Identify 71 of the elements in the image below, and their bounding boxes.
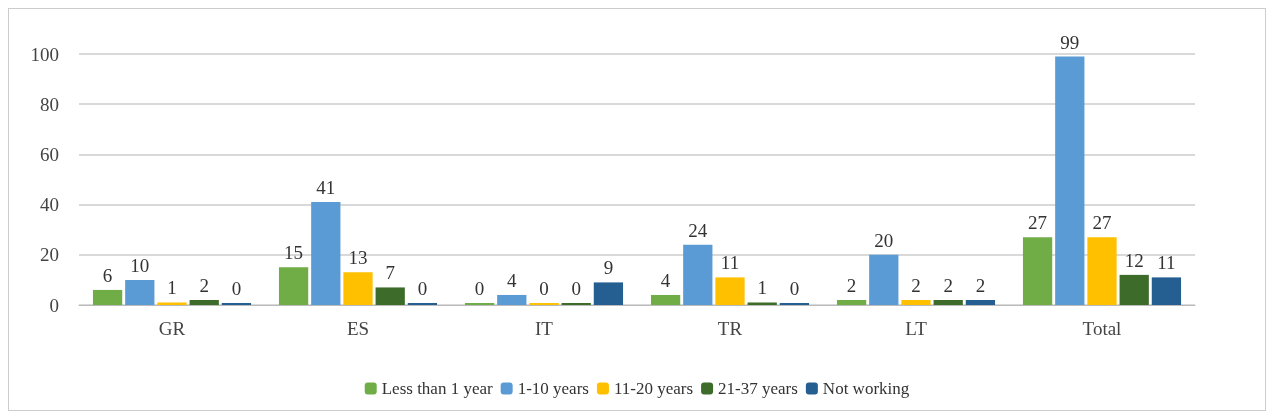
data-label: 0: [539, 278, 549, 299]
data-label: 1: [757, 277, 767, 299]
data-label: 2: [846, 274, 857, 296]
y-tick-label: 0: [49, 294, 59, 316]
bar: [311, 202, 341, 305]
x-tick-label: Total: [1082, 318, 1122, 339]
legend-label: Less than 1 year: [381, 379, 493, 398]
data-label: 11: [1157, 252, 1176, 274]
data-label: 0: [789, 278, 800, 299]
data-label: 2: [943, 274, 953, 296]
y-tick-label: 80: [40, 93, 59, 115]
bar: [1055, 56, 1085, 305]
bar: [869, 254, 899, 305]
y-tick-label: 20: [40, 244, 59, 266]
bar: [375, 287, 405, 305]
data-label: 20: [874, 229, 894, 251]
data-label: 9: [603, 257, 614, 279]
bar: [497, 294, 527, 305]
bar: [933, 299, 963, 305]
data-label: 0: [417, 278, 428, 299]
data-label: 2: [199, 274, 209, 296]
x-tick-label: ES: [346, 318, 370, 339]
y-tick-label: 40: [40, 194, 59, 216]
bar: [836, 299, 867, 305]
bar: [1119, 274, 1149, 305]
bar: [747, 302, 777, 305]
bar: [650, 294, 681, 305]
data-label: 41: [316, 177, 336, 199]
x-tick-label: IT: [535, 318, 554, 339]
data-label: 6: [102, 264, 113, 286]
data-label: 27: [1092, 212, 1112, 234]
bar: [278, 267, 309, 305]
bar: [1087, 237, 1117, 305]
bar: [1151, 277, 1182, 305]
data-label: 0: [231, 278, 242, 299]
bar: [157, 302, 187, 305]
x-tick-label: GR: [158, 318, 186, 339]
data-label: 4: [660, 269, 671, 291]
bar: [901, 299, 931, 305]
x-tick-label: TR: [717, 318, 743, 339]
data-label: 0: [474, 278, 485, 299]
data-label: 0: [571, 278, 581, 299]
bar: [343, 272, 373, 305]
bar: [189, 299, 219, 305]
bar: [593, 282, 624, 305]
legend-label: 21-37 years: [718, 379, 798, 398]
data-label: 15: [284, 242, 304, 264]
data-label: 13: [348, 247, 368, 269]
bar: [125, 279, 155, 305]
bar: [683, 244, 713, 305]
data-label: 99: [1060, 31, 1080, 53]
data-label: 4: [507, 269, 518, 291]
data-label: 2: [975, 274, 986, 296]
data-label: 27: [1028, 212, 1048, 234]
y-tick-label: 60: [40, 143, 59, 165]
bar: [92, 289, 123, 305]
y-tick-label: 100: [30, 43, 59, 65]
data-label: 24: [688, 219, 708, 241]
x-tick-label: LT: [905, 318, 928, 339]
data-label: 12: [1124, 249, 1144, 271]
data-label: 7: [385, 262, 395, 284]
bar: [715, 277, 745, 305]
data-label: 2: [911, 274, 921, 296]
data-label: 10: [130, 254, 150, 276]
bar: [1022, 237, 1053, 305]
legend-label: 11-20 years: [613, 379, 694, 398]
data-label: 11: [720, 252, 740, 274]
legend-label: 1-10 years: [517, 379, 589, 398]
legend-label: Not working: [822, 379, 910, 398]
bar: [965, 299, 996, 305]
data-label: 1: [167, 277, 177, 299]
